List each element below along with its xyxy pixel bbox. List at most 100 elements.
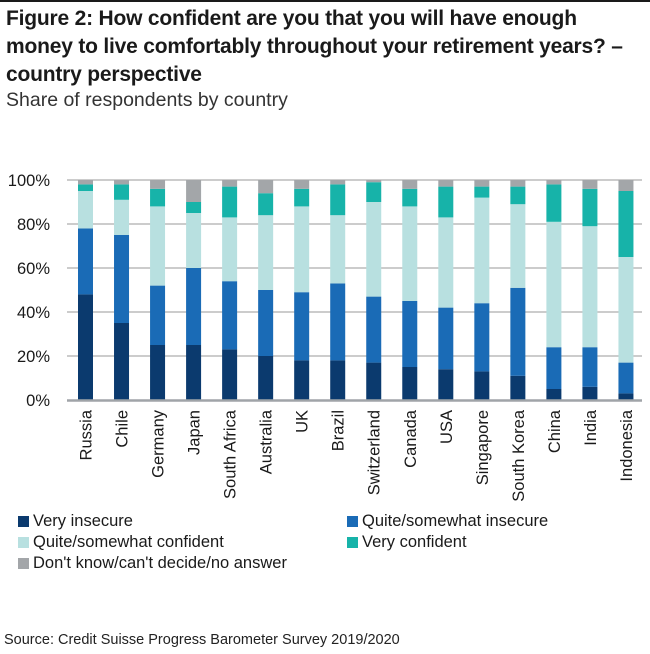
- bar-segment: [474, 303, 490, 372]
- bar-segment: [114, 323, 130, 400]
- bar-stack: [402, 180, 418, 400]
- bar-stack: [330, 180, 346, 400]
- top-rule: [0, 0, 650, 2]
- bar-segment: [222, 180, 238, 187]
- x-tick-label: Switzerland: [366, 410, 384, 495]
- x-tick-label: Indonesia: [618, 409, 636, 481]
- bar-segment: [294, 180, 310, 189]
- x-tick-label: South Africa: [222, 409, 240, 499]
- bar-stack: [618, 180, 634, 400]
- bar-segment: [114, 184, 130, 200]
- legend-label: Don't know/can't decide/no answer: [33, 554, 287, 572]
- bar-segment: [258, 215, 274, 290]
- x-tick-label: USA: [438, 410, 456, 444]
- legend-swatch: [347, 537, 358, 548]
- y-tick-label: 80%: [17, 216, 50, 234]
- bar-segment: [438, 180, 454, 187]
- bar-stack: [186, 180, 202, 400]
- bar-segment: [258, 356, 274, 400]
- legend-item-quite-confident: Quite/somewhat confident: [18, 533, 224, 552]
- bar-segment: [330, 215, 346, 284]
- x-tick-label: Germany: [150, 409, 168, 478]
- bar-segment: [294, 360, 310, 400]
- bar-segment: [186, 268, 202, 345]
- x-tick-label: Singapore: [474, 410, 492, 485]
- bar-segment: [546, 221, 562, 348]
- legend-swatch: [347, 516, 358, 527]
- bar-segment: [618, 257, 634, 363]
- legend-swatch: [18, 516, 29, 527]
- legend-label: Very confident: [362, 533, 467, 551]
- bar-segment: [582, 386, 598, 400]
- x-tick-label: South Korea: [510, 409, 528, 502]
- bar-segment: [618, 393, 634, 400]
- bar-segment: [402, 188, 418, 207]
- bar-segment: [366, 296, 382, 363]
- bar-segment: [186, 345, 202, 400]
- bar-stack: [294, 180, 310, 400]
- bar-stack: [438, 180, 454, 400]
- y-tick-label: 0%: [26, 392, 50, 410]
- bar-segment: [582, 188, 598, 227]
- x-tick-label: China: [546, 409, 564, 453]
- bar-stack: [150, 180, 166, 400]
- legend-label: Very insecure: [33, 512, 133, 530]
- bar-segment: [618, 362, 634, 394]
- bar-stack: [474, 180, 490, 400]
- legend-swatch: [18, 558, 29, 569]
- y-tick-label: 60%: [17, 260, 50, 278]
- x-tick-label: UK: [294, 410, 312, 433]
- bar-segment: [510, 375, 526, 400]
- bar-segment: [78, 228, 93, 295]
- chart-title: Figure 2: How confident are you that you…: [6, 7, 623, 86]
- bar-segment: [294, 292, 310, 361]
- bar-segment: [222, 281, 238, 350]
- bar-segment: [402, 367, 418, 400]
- bar-segment: [510, 204, 526, 288]
- bar-segment: [546, 347, 562, 389]
- bar-segment: [582, 347, 598, 387]
- y-tick-label: 100%: [8, 172, 51, 190]
- y-tick-label: 20%: [17, 348, 50, 366]
- bar-stack: [78, 180, 93, 400]
- x-tick-label: Japan: [186, 410, 204, 455]
- legend-label: Quite/somewhat confident: [33, 533, 224, 551]
- bar-segment: [546, 180, 562, 185]
- bar-segment: [582, 226, 598, 348]
- bar-stack: [222, 180, 238, 400]
- bar-segment: [258, 180, 274, 194]
- x-tick-label: Brazil: [330, 410, 348, 451]
- bar-segment: [150, 345, 166, 400]
- bar-stack: [114, 180, 130, 400]
- bar-segment: [78, 191, 93, 229]
- bar-segment: [474, 371, 490, 400]
- bar-segment: [222, 217, 238, 282]
- chart-subtitle: Share of respondents by country: [6, 89, 288, 111]
- bar-segment: [474, 197, 490, 304]
- bar-segment: [150, 180, 166, 189]
- bar-stack: [258, 180, 274, 400]
- bar-segment: [258, 290, 274, 356]
- bar-segment: [438, 217, 454, 308]
- bar-segment: [618, 191, 634, 257]
- bar-segment: [366, 180, 382, 183]
- x-tick-label: Chile: [114, 410, 132, 448]
- bar-segment: [582, 180, 598, 189]
- bar-segment: [78, 180, 93, 185]
- bar-segment: [114, 235, 130, 323]
- bar-segment: [294, 206, 310, 293]
- bars: [78, 180, 634, 400]
- legend-item-very-insecure: Very insecure: [18, 512, 133, 531]
- bar-segment: [510, 180, 526, 187]
- y-axis-ticks: 0% 20% 40% 60% 80% 100%: [8, 172, 51, 410]
- bar-segment: [78, 294, 93, 400]
- source-note: Source: Credit Suisse Progress Barometer…: [4, 632, 400, 648]
- y-tick-label: 40%: [17, 304, 50, 322]
- bar-segment: [438, 369, 454, 400]
- bar-stack: [546, 180, 562, 400]
- x-tick-label: India: [582, 409, 600, 446]
- legend-item-dont-know: Don't know/can't decide/no answer: [18, 554, 287, 573]
- bar-segment: [186, 213, 202, 268]
- bar-segment: [402, 301, 418, 367]
- x-tick-label: Russia: [78, 409, 96, 460]
